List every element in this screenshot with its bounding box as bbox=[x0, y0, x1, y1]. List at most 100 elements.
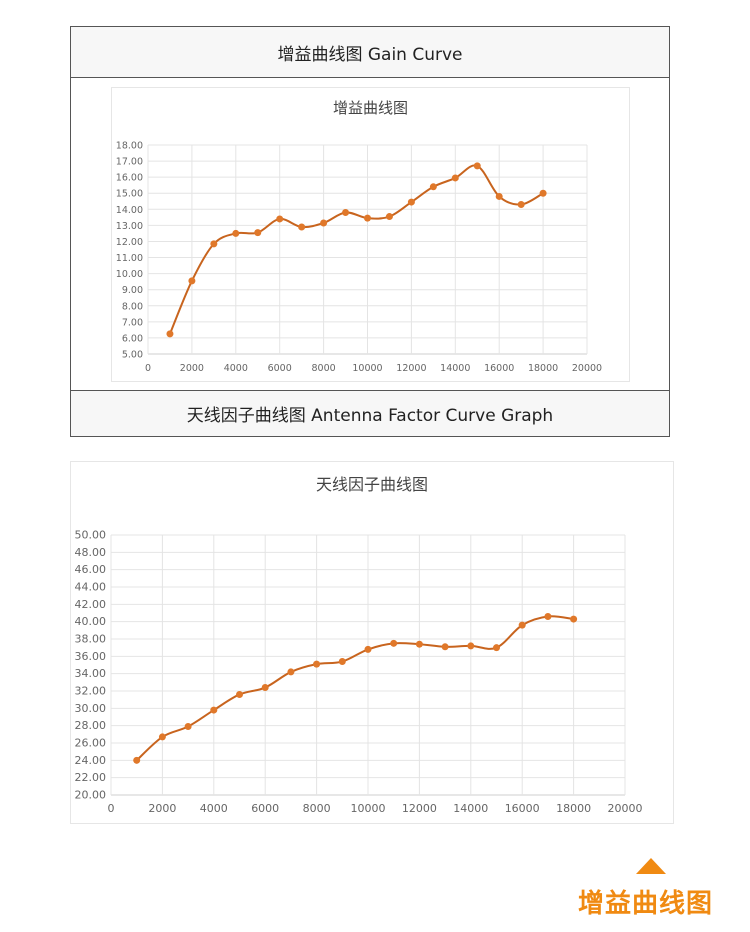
antenna-factor-header: 天线因子曲线图 Antenna Factor Curve Graph bbox=[71, 390, 669, 436]
data-point bbox=[493, 644, 500, 652]
y-tick-label: 9.00 bbox=[122, 285, 143, 296]
y-tick-label: 18.00 bbox=[116, 141, 143, 152]
y-tick-label: 34.00 bbox=[75, 667, 107, 680]
data-point bbox=[287, 668, 295, 676]
x-tick-label: 4000 bbox=[200, 802, 228, 815]
data-point bbox=[320, 219, 328, 227]
y-tick-label: 5.00 bbox=[122, 350, 143, 361]
data-point bbox=[517, 200, 525, 208]
data-point bbox=[407, 198, 415, 206]
data-point bbox=[544, 612, 552, 620]
x-tick-label: 10000 bbox=[351, 802, 386, 815]
data-point bbox=[276, 215, 284, 223]
gain-curve-header-text: 增益曲线图 Gain Curve bbox=[277, 44, 463, 65]
data-point bbox=[342, 209, 350, 217]
y-tick-label: 20.00 bbox=[75, 789, 107, 802]
x-tick-label: 2000 bbox=[180, 363, 204, 374]
x-tick-label: 12000 bbox=[402, 802, 437, 815]
gain-chart-title: 增益曲线图 bbox=[332, 99, 408, 117]
x-tick-label: 6000 bbox=[268, 363, 292, 374]
y-tick-label: 15.00 bbox=[116, 189, 143, 200]
antenna-factor-header-text: 天线因子曲线图 Antenna Factor Curve Graph bbox=[186, 406, 554, 426]
data-point bbox=[518, 621, 526, 629]
data-point bbox=[254, 229, 262, 237]
y-tick-label: 36.00 bbox=[75, 650, 107, 663]
data-point bbox=[133, 756, 141, 764]
y-tick-label: 11.00 bbox=[116, 253, 143, 264]
data-point bbox=[158, 733, 166, 741]
y-tick-label: 24.00 bbox=[75, 754, 107, 767]
y-tick-label: 42.00 bbox=[75, 598, 107, 611]
x-tick-label: 16000 bbox=[505, 802, 540, 815]
data-point bbox=[261, 684, 269, 692]
data-point bbox=[385, 213, 393, 221]
gain-curve-header: 增益曲线图 Gain Curve bbox=[71, 27, 669, 78]
y-tick-label: 7.00 bbox=[122, 317, 143, 328]
data-point bbox=[390, 639, 398, 647]
x-tick-label: 14000 bbox=[453, 802, 488, 815]
data-point bbox=[232, 229, 240, 237]
data-point bbox=[298, 223, 306, 231]
x-tick-label: 0 bbox=[145, 363, 151, 374]
y-tick-label: 12.00 bbox=[116, 237, 143, 248]
data-point bbox=[473, 162, 481, 170]
y-tick-label: 38.00 bbox=[75, 633, 107, 646]
data-point bbox=[441, 643, 449, 651]
x-tick-label: 0 bbox=[108, 802, 115, 815]
data-point bbox=[210, 240, 218, 248]
y-tick-label: 28.00 bbox=[75, 719, 107, 732]
y-tick-label: 17.00 bbox=[116, 157, 143, 168]
data-point bbox=[539, 189, 547, 197]
x-tick-label: 16000 bbox=[484, 363, 514, 374]
data-point bbox=[188, 277, 196, 285]
x-tick-label: 8000 bbox=[303, 802, 331, 815]
y-tick-label: 14.00 bbox=[116, 205, 143, 216]
y-tick-label: 10.00 bbox=[116, 269, 143, 280]
up-arrow-icon[interactable] bbox=[636, 858, 666, 874]
y-tick-label: 44.00 bbox=[75, 581, 107, 594]
y-tick-label: 46.00 bbox=[75, 563, 107, 576]
y-tick-label: 30.00 bbox=[75, 702, 107, 715]
x-tick-label: 12000 bbox=[396, 363, 426, 374]
x-tick-label: 20000 bbox=[572, 363, 602, 374]
x-tick-label: 4000 bbox=[224, 363, 248, 374]
y-tick-label: 40.00 bbox=[75, 615, 107, 628]
x-tick-label: 18000 bbox=[528, 363, 558, 374]
y-tick-label: 50.00 bbox=[75, 529, 107, 542]
x-tick-label: 10000 bbox=[352, 363, 382, 374]
y-tick-label: 16.00 bbox=[116, 173, 143, 184]
data-point bbox=[166, 330, 174, 338]
y-tick-label: 13.00 bbox=[116, 221, 143, 232]
x-tick-label: 18000 bbox=[556, 802, 591, 815]
data-point bbox=[338, 658, 346, 666]
y-tick-label: 26.00 bbox=[75, 737, 107, 750]
data-point bbox=[313, 660, 321, 668]
data-point bbox=[236, 690, 243, 698]
data-point bbox=[210, 706, 218, 714]
y-tick-label: 22.00 bbox=[75, 771, 107, 784]
data-point bbox=[184, 723, 192, 731]
y-tick-label: 48.00 bbox=[75, 546, 107, 559]
data-point bbox=[495, 192, 503, 200]
data-point bbox=[467, 642, 475, 650]
x-tick-label: 20000 bbox=[608, 802, 643, 815]
y-tick-label: 32.00 bbox=[75, 685, 107, 698]
series-line bbox=[136, 615, 574, 762]
y-tick-label: 6.00 bbox=[122, 333, 143, 344]
data-point bbox=[451, 174, 459, 182]
y-tick-label: 8.00 bbox=[122, 301, 143, 312]
gain-curve-section: 增益曲线图 Gain Curve 天线因子曲线图 Antenna Factor … bbox=[70, 26, 670, 437]
data-point bbox=[570, 615, 578, 623]
data-point bbox=[364, 645, 372, 653]
x-tick-label: 8000 bbox=[312, 363, 336, 374]
x-tick-label: 2000 bbox=[148, 802, 176, 815]
data-point bbox=[429, 183, 437, 191]
data-point bbox=[364, 214, 371, 222]
back-to-gain-curve-link[interactable]: 增益曲线图 bbox=[578, 889, 714, 919]
antenna-factor-chart-title: 天线因子曲线图 bbox=[315, 475, 428, 494]
x-tick-label: 6000 bbox=[251, 802, 279, 815]
data-point bbox=[415, 640, 423, 648]
x-tick-label: 14000 bbox=[440, 363, 470, 374]
